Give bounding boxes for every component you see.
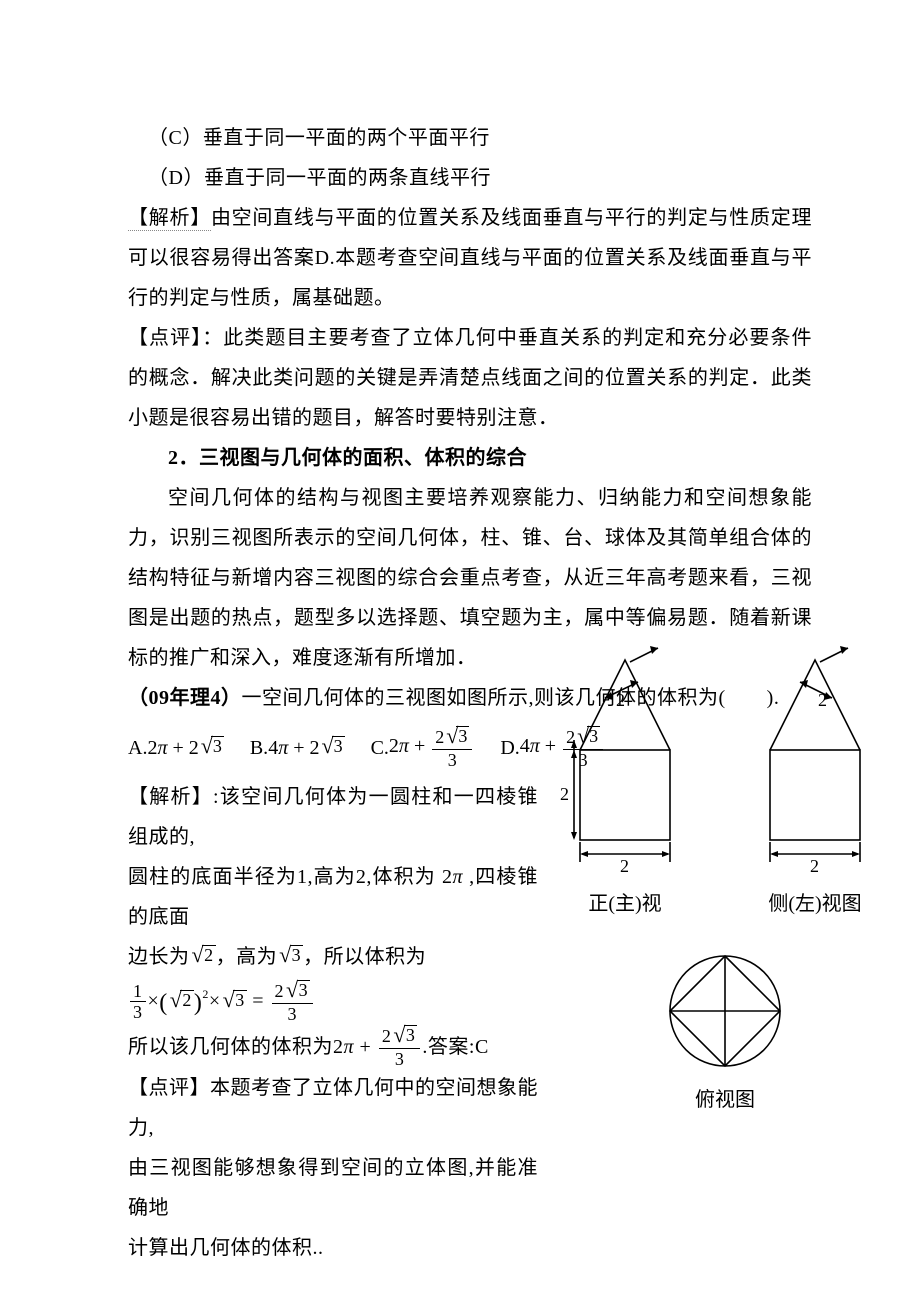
expr-total-volume: 2π + 2√33 [333,1025,422,1068]
comment-2-line-3: 计算出几何体的体积.. [128,1228,538,1268]
option-c2: C. 2π + 2√33 [371,726,475,769]
question-label: （09年理4） [128,687,242,709]
option-d: （D）垂直于同一平面的两条直线平行 [128,158,812,198]
analysis-2-line-1: 【解析】:该空间几何体为一圆柱和一四棱锥组成的, [128,777,538,857]
option-b: B. 4π + 2√3 [250,728,345,768]
analysis-2-block: 【解析】:该空间几何体为一圆柱和一四棱锥组成的, 圆柱的底面半径为1,高为2,体… [128,777,812,1268]
option-c2-prefix: C. [371,728,389,768]
option-d2-prefix: D. [500,728,519,768]
comment-1-text: ：此类题目主要考查了立体几何中垂直关系的判定和充分必要条件的概念．解决此类问题的… [128,327,812,429]
section-heading-2: 2．三视图与几何体的面积、体积的综合 [128,438,812,478]
option-a-prefix: A. [128,728,147,768]
analysis-2-label: 【解析】 [128,786,213,808]
analysis-2-line-4: 所以该几何体的体积为 2π + 2√33 .答案:C [128,1025,538,1068]
option-a: A. 2π + 2√3 [128,728,224,768]
option-b-expr: 4π + 2√3 [268,728,344,768]
analysis-1-text: 由空间直线与平面的位置关系及线面垂直与平行的判定与性质定理可以很容易得出答案D.… [128,207,812,309]
option-c: （C）垂直于同一平面的两个平面平行 [128,118,812,158]
comment-1: 【点评】：此类题目主要考查了立体几何中垂直关系的判定和充分必要条件的概念．解决此… [128,318,812,438]
analysis-1-label: 【解析】 [128,207,211,231]
option-d2-expr: 4π + 2√33 [520,726,605,769]
expr-2pi: 2π [442,866,463,888]
side-slant-label: 2 [818,690,827,710]
comment-2-line-2: 由三视图能够想象得到空间的立体图,并能准确地 [128,1148,538,1228]
comment-1-label: 【点评】 [128,327,202,349]
expr-sqrt3: √3 [277,937,303,977]
option-a-expr: 2π + 2√3 [147,728,223,768]
section-2-intro: 空间几何体的结构与视图主要培养观察能力、归纳能力和空间想象能力，识别三视图所表示… [128,478,812,678]
analysis-2-line-2: 圆柱的底面半径为1,高为2,体积为 2π ,四棱锥的底面 [128,857,538,937]
analysis-2-line-3: 边长为 √2 ，高为 √3 ，所以体积为 13 ×(√2)2 ×√3 = 2√3… [128,937,538,1025]
question-09-li-4: （09年理4）一空间几何体的三视图如图所示,则该几何体的体积为( ). [128,678,812,718]
question-text: 一空间几何体的三视图如图所示,则该几何体的体积为( ). [242,687,780,709]
answer-options-row: A. 2π + 2√3 B. 4π + 2√3 C. 2π + 2√33 D. … [128,726,812,769]
option-b-prefix: B. [250,728,268,768]
option-d2: D. 4π + 2√33 [500,726,605,769]
option-c2-expr: 2π + 2√33 [389,726,474,769]
comment-2-label: 【点评】 [128,1077,210,1099]
expr-pyramid-volume: 13 ×(√2)2 ×√3 = 2√33 [128,977,315,1025]
analysis-1: 【解析】由空间直线与平面的位置关系及线面垂直与平行的判定与性质定理可以很容易得出… [128,198,812,318]
comment-2-line-1: 【点评】本题考查了立体几何中的空间想象能力, [128,1068,538,1148]
document-page: （C）垂直于同一平面的两个平面平行 （D）垂直于同一平面的两条直线平行 【解析】… [0,0,920,1302]
expr-sqrt2: √2 [190,937,216,977]
